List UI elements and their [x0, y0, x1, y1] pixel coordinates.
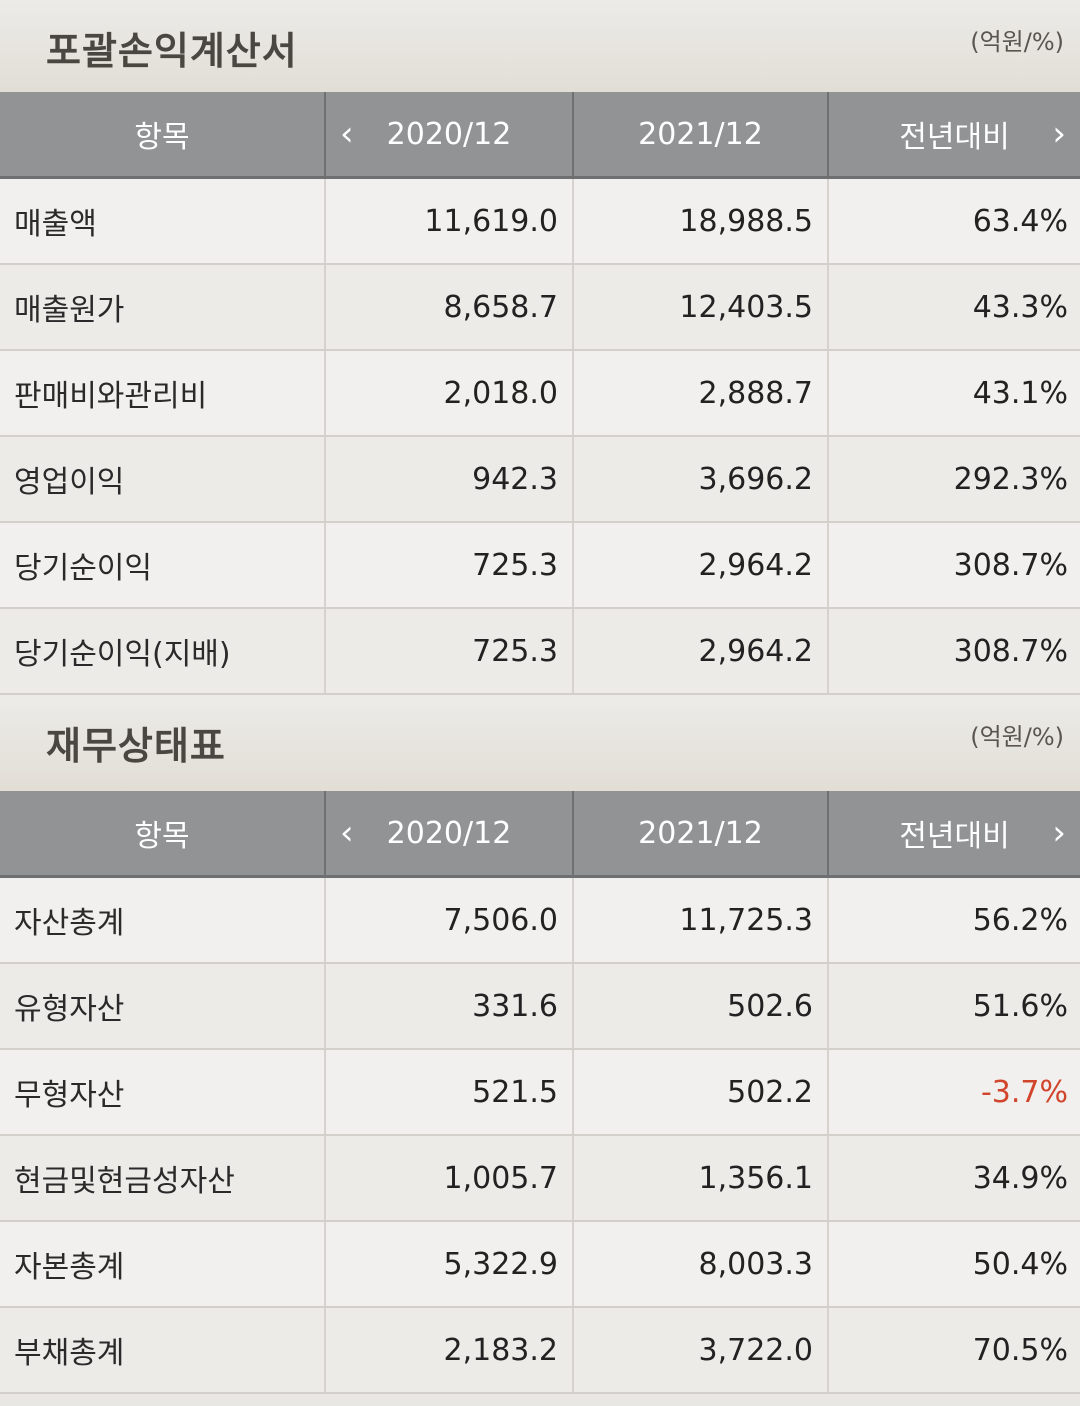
row-label: 유형자산 [0, 963, 325, 1050]
table-row: 자본총계 5,322.9 8,003.3 50.4% [0, 1221, 1080, 1308]
value-yoy: 308.7% [827, 608, 1080, 695]
row-label: 현금및현금성자산 [0, 1135, 325, 1222]
value-2020: 1,005.7 [324, 1135, 573, 1222]
row-label: 영업이익 [0, 436, 325, 523]
value-2021: 3,696.2 [572, 436, 828, 523]
row-label: 매출액 [0, 177, 325, 265]
balance-unit-label: (억원/%) [970, 723, 1064, 751]
balance-section-header: 재무상태표 (억원/%) [0, 695, 1080, 791]
value-2020: 521.5 [324, 1049, 573, 1136]
table-row: 유형자산 331.6 502.6 51.6% [0, 963, 1080, 1050]
income-header-2021: 2021/12 [572, 92, 828, 179]
value-yoy: 34.9% [827, 1135, 1080, 1222]
value-2020: 2,183.2 [324, 1307, 573, 1394]
table-row: 당기순이익 725.3 2,964.2 308.7% [0, 522, 1080, 609]
value-2021: 502.6 [572, 963, 828, 1050]
value-2021: 18,988.5 [572, 177, 828, 265]
income-section-title: 포괄손익계산서 [46, 29, 298, 73]
value-2020: 725.3 [324, 608, 573, 695]
value-yoy: 43.1% [827, 350, 1080, 437]
value-2021: 2,964.2 [572, 608, 828, 695]
value-yoy: 43.3% [827, 264, 1080, 351]
value-2021: 2,964.2 [572, 522, 828, 609]
value-2020: 725.3 [324, 522, 573, 609]
table-row: 자산총계 7,506.0 11,725.3 56.2% [0, 876, 1080, 964]
balance-header-item: 항목 [0, 791, 325, 878]
row-label: 무형자산 [0, 1049, 325, 1136]
income-table: 항목 ‹ 2020/12 2021/12 전년대비 › 매출액 11,619.0 1… [0, 92, 1080, 695]
income-header-yoy: 전년대비 › [827, 92, 1080, 179]
balance-header-2021: 2021/12 [572, 791, 828, 878]
table-row: 판매비와관리비 2,018.0 2,888.7 43.1% [0, 350, 1080, 437]
income-unit-label: (억원/%) [970, 28, 1064, 56]
value-2020: 8,658.7 [324, 264, 573, 351]
row-label: 당기순이익(지배) [0, 608, 325, 695]
value-yoy: 292.3% [827, 436, 1080, 523]
chevron-right-icon[interactable]: › [1052, 114, 1066, 154]
row-label: 당기순이익 [0, 522, 325, 609]
value-yoy: -3.7% [827, 1049, 1080, 1136]
table-row: 부채총계 2,183.2 3,722.0 70.5% [0, 1307, 1080, 1394]
value-yoy: 51.6% [827, 963, 1080, 1050]
value-yoy: 308.7% [827, 522, 1080, 609]
row-label: 자산총계 [0, 876, 325, 964]
value-2021: 3,722.0 [572, 1307, 828, 1394]
value-yoy: 50.4% [827, 1221, 1080, 1308]
balance-section-title: 재무상태표 [46, 724, 226, 768]
table-row: 영업이익 942.3 3,696.2 292.3% [0, 436, 1080, 523]
income-section-header: 포괄손익계산서 (억원/%) [0, 0, 1080, 92]
balance-header-yoy: 전년대비 › [827, 791, 1080, 878]
value-2020: 2,018.0 [324, 350, 573, 437]
value-2020: 7,506.0 [324, 876, 573, 964]
value-2021: 2,888.7 [572, 350, 828, 437]
value-2021: 502.2 [572, 1049, 828, 1136]
value-yoy: 63.4% [827, 177, 1080, 265]
value-2020: 331.6 [324, 963, 573, 1050]
income-header-item: 항목 [0, 92, 325, 179]
balance-table: 항목 ‹ 2020/12 2021/12 전년대비 › 자산총계 7,506.0 1… [0, 791, 1080, 1394]
value-yoy: 56.2% [827, 876, 1080, 964]
income-header-row: 항목 ‹ 2020/12 2021/12 전년대비 › [0, 92, 1080, 179]
value-2020: 942.3 [324, 436, 573, 523]
chevron-left-icon[interactable]: ‹ [340, 813, 354, 853]
value-2021: 12,403.5 [572, 264, 828, 351]
chevron-left-icon[interactable]: ‹ [340, 114, 354, 154]
row-label: 부채총계 [0, 1307, 325, 1394]
table-row: 매출원가 8,658.7 12,403.5 43.3% [0, 264, 1080, 351]
balance-header-2020: ‹ 2020/12 [324, 791, 573, 878]
value-2021: 8,003.3 [572, 1221, 828, 1308]
value-yoy: 70.5% [827, 1307, 1080, 1394]
value-2021: 11,725.3 [572, 876, 828, 964]
row-label: 자본총계 [0, 1221, 325, 1308]
income-header-2020: ‹ 2020/12 [324, 92, 573, 179]
row-label: 매출원가 [0, 264, 325, 351]
value-2020: 11,619.0 [324, 177, 573, 265]
value-2020: 5,322.9 [324, 1221, 573, 1308]
table-row: 매출액 11,619.0 18,988.5 63.4% [0, 177, 1080, 265]
table-row: 현금및현금성자산 1,005.7 1,356.1 34.9% [0, 1135, 1080, 1222]
chevron-right-icon[interactable]: › [1052, 813, 1066, 853]
table-row: 무형자산 521.5 502.2 -3.7% [0, 1049, 1080, 1136]
table-row: 당기순이익(지배) 725.3 2,964.2 308.7% [0, 608, 1080, 695]
row-label: 판매비와관리비 [0, 350, 325, 437]
balance-header-row: 항목 ‹ 2020/12 2021/12 전년대비 › [0, 791, 1080, 878]
value-2021: 1,356.1 [572, 1135, 828, 1222]
